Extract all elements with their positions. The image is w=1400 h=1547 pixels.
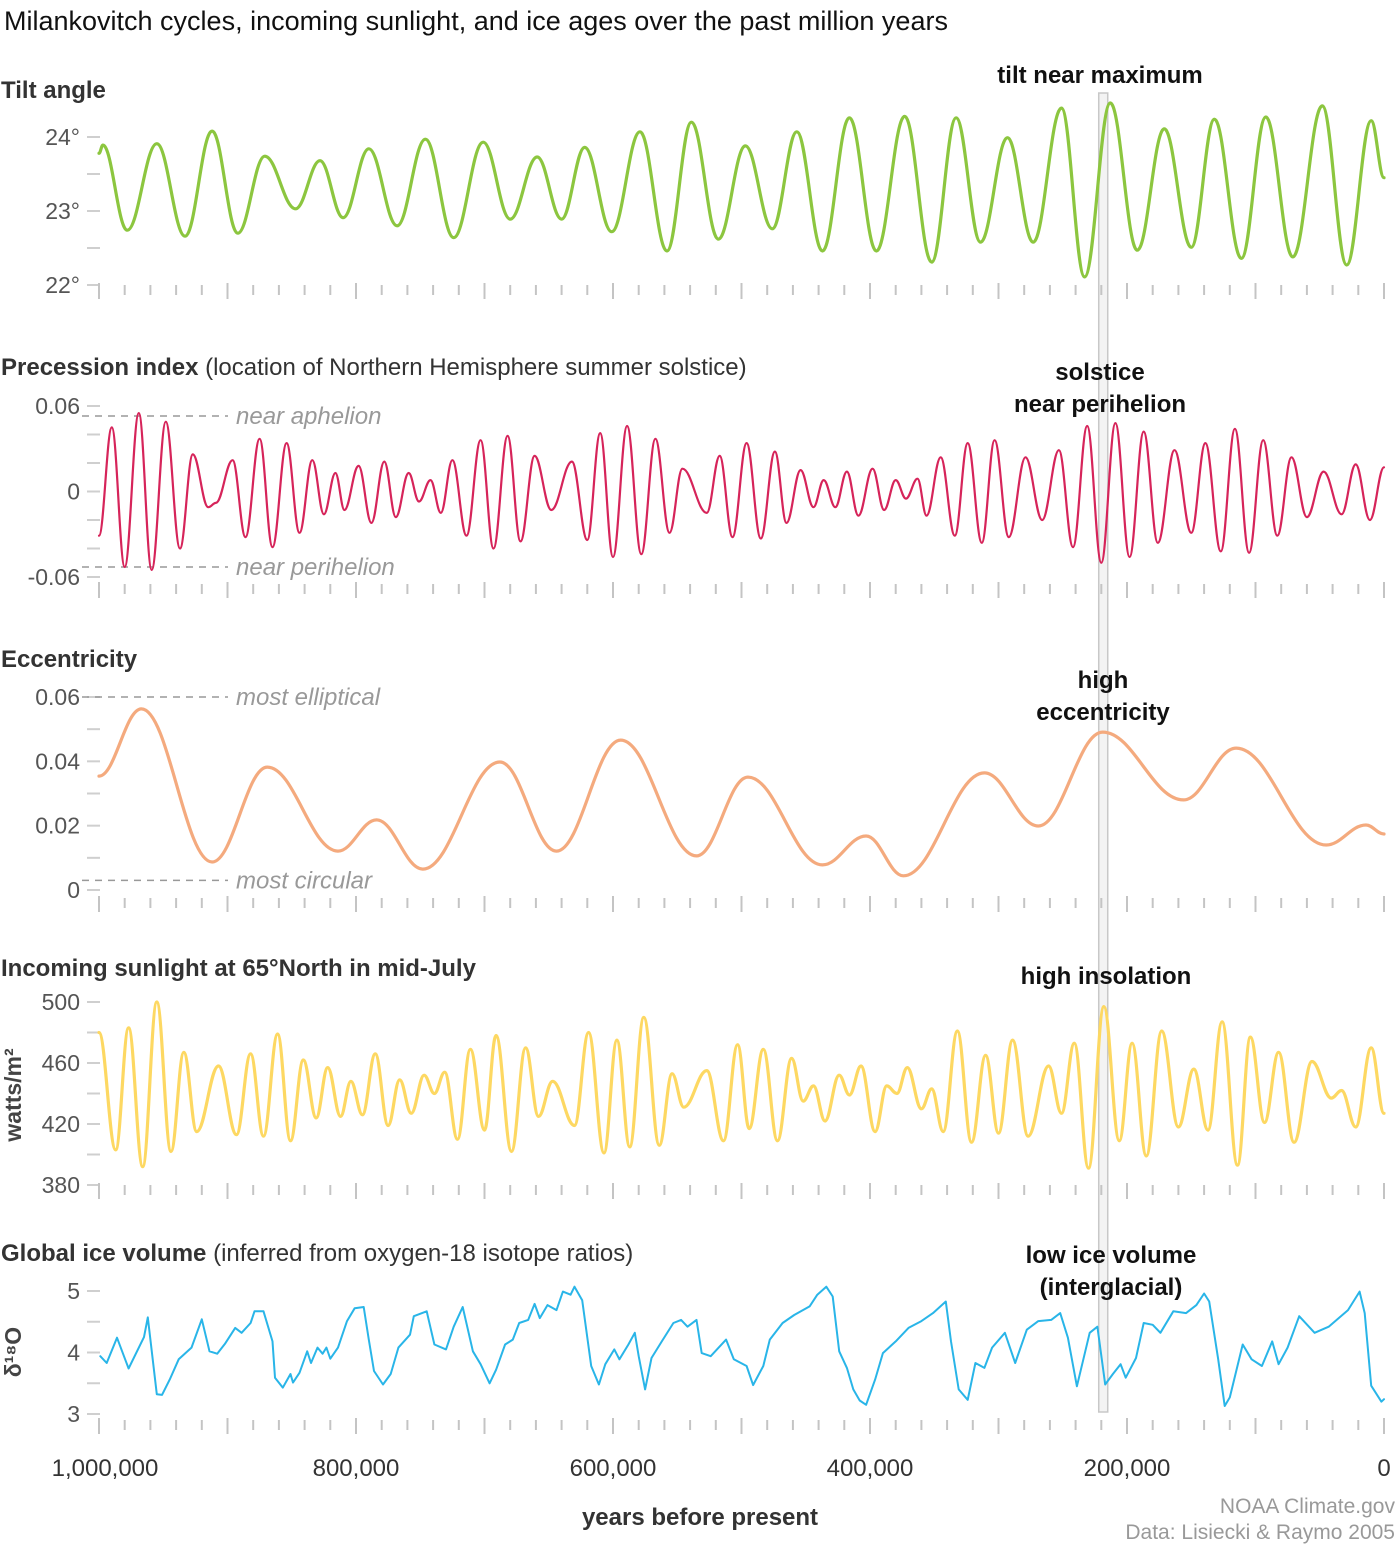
annotation: tilt near maximum [997,62,1202,89]
panel-eccentricity: Eccentricity 0 0.02 0.04 0.06 most elliptical… [1,646,1386,912]
annotation: low ice volume [1026,1242,1197,1269]
panel-title: Incoming sunlight at 65°North in mid-Jul… [1,955,477,982]
chart-title: Milankovitch cycles, incoming sunlight, … [4,6,948,36]
series-line-precession [97,412,1386,571]
annotation: near perihelion [1014,391,1186,418]
y-tick-label: 500 [42,989,80,1015]
x-tick-label: 200,000 [1084,1455,1171,1482]
annotation: (interglacial) [1040,1274,1183,1301]
reference-label: near perihelion [236,554,395,581]
panel-title: Global ice volume (inferred from oxygen-… [1,1240,633,1267]
x-tick-label: 1,000,000 [52,1455,159,1482]
y-axis-label: watts/m² [0,1048,26,1143]
y-tick-label: 0.02 [35,813,80,839]
reference-label: near aphelion [236,403,381,430]
y-tick-label: 380 [42,1172,80,1198]
y-tick-label: 3 [67,1401,80,1427]
y-tick-label: 23° [45,198,80,224]
panel-title-note: (location of Northern Hemisphere summer … [198,354,746,381]
annotation: eccentricity [1036,699,1170,726]
series-line-ice_volume [99,1285,1385,1407]
y-tick-label: 0 [67,877,80,903]
series-line-tilt [97,101,1386,279]
panel-precession: Precession index (location of Northern H… [1,354,1386,598]
annotation: solstice [1055,359,1144,386]
panel-tilt: Tilt angle 22° 23° 24° tilt near maximum [1,62,1386,299]
y-axis-label: δ¹⁸O [0,1327,26,1377]
y-tick-label: 0.04 [35,748,80,774]
y-tick-label: 0.06 [35,684,80,710]
y-tick-label: 0 [67,479,80,505]
x-tick-label: 400,000 [827,1455,914,1482]
panel-ice_volume: Global ice volume (inferred from oxygen-… [0,1240,1385,1434]
reference-label: most circular [236,867,373,894]
y-tick-label: 460 [42,1050,80,1076]
panel-title: Eccentricity [1,646,138,673]
credit-data: Data: Lisiecki & Raymo 2005 [1125,1521,1395,1544]
series-line-insolation [97,1000,1386,1170]
x-tick-label: 600,000 [570,1455,657,1482]
panel-title-main: Tilt angle [1,77,106,104]
x-tick-label: 800,000 [313,1455,400,1482]
y-tick-label: 0.06 [35,393,80,419]
panel-title-main: Global ice volume [1,1240,206,1267]
reference-label: most elliptical [236,684,381,711]
y-tick-label: 5 [67,1278,80,1304]
panel-title: Tilt angle [1,77,106,104]
series-line-eccentricity [97,707,1386,878]
annotation: high [1078,667,1129,694]
panel-title-main: Precession index [1,354,199,381]
panel-insolation: Incoming sunlight at 65°North in mid-Jul… [0,955,1386,1199]
y-tick-label: 4 [67,1340,80,1366]
panel-title-main: Incoming sunlight at 65°North in mid-Jul… [1,955,477,982]
x-axis-title: years before present [582,1504,818,1531]
highlight-band [1097,92,1109,1413]
y-tick-label: -0.06 [28,564,80,590]
annotation: high insolation [1021,963,1192,990]
x-tick-label: 0 [1377,1455,1390,1482]
panel-title-main: Eccentricity [1,646,138,673]
y-tick-label: 24° [45,124,80,150]
y-tick-label: 420 [42,1111,80,1137]
panel-title: Precession index (location of Northern H… [1,354,747,381]
y-tick-label: 22° [45,272,80,298]
credit-source: NOAA Climate.gov [1220,1495,1396,1518]
panel-title-note: (inferred from oxygen-18 isotope ratios) [206,1240,633,1267]
